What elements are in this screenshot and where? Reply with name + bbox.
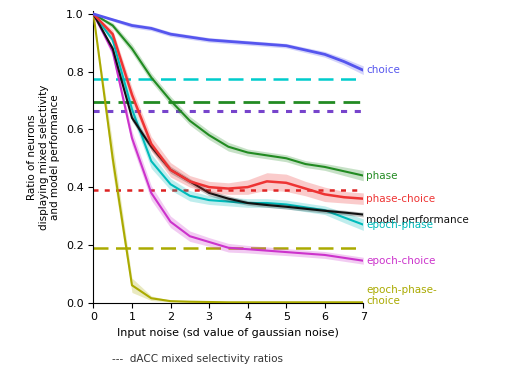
Text: ---  dACC mixed selectivity ratios: --- dACC mixed selectivity ratios [112, 354, 283, 364]
Text: model performance: model performance [366, 215, 469, 225]
Text: epoch-phase: epoch-phase [366, 220, 433, 230]
Y-axis label: Ratio of neurons
displaying mixed selectivity
and model performance: Ratio of neurons displaying mixed select… [27, 84, 60, 230]
Text: epoch-choice: epoch-choice [366, 256, 436, 266]
X-axis label: Input noise (sd value of gaussian noise): Input noise (sd value of gaussian noise) [117, 328, 339, 338]
Text: choice: choice [366, 65, 400, 75]
Text: phase-choice: phase-choice [366, 194, 435, 204]
Text: phase: phase [366, 170, 398, 180]
Text: epoch-phase-
choice: epoch-phase- choice [366, 284, 437, 306]
